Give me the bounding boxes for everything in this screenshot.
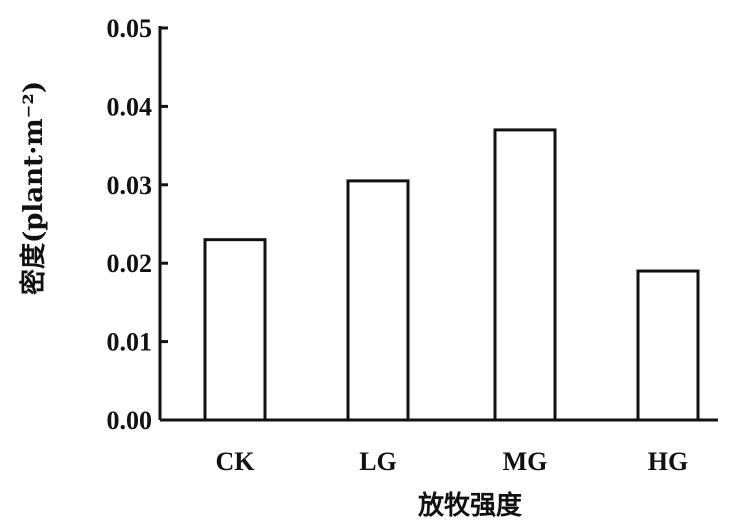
bar-lg [346, 179, 410, 422]
x-tick-label-lg: LG [359, 447, 397, 476]
bar-mg [493, 128, 557, 422]
y-tick-label-1: 0.01 [107, 328, 153, 357]
labels-layer: CK LG MG HG 0.00 0.01 0.02 0.03 0.04 0.05 [107, 14, 689, 476]
bar-ck [203, 238, 267, 422]
x-axis-title: 放牧强度 [417, 490, 522, 521]
x-tick-label-mg: MG [503, 447, 548, 476]
y-tick-label-0: 0.00 [107, 406, 153, 435]
y-tick-label-5: 0.05 [107, 14, 153, 43]
x-tick-label-hg: HG [648, 447, 688, 476]
y-axis-title: 密度(plant·m⁻²) [18, 81, 49, 295]
y-tick-label-2: 0.02 [107, 249, 153, 278]
y-tick-label-3: 0.03 [107, 171, 153, 200]
bars-layer [203, 128, 700, 422]
x-tick-label-ck: CK [216, 447, 256, 476]
axes-layer [158, 26, 718, 422]
bar-hg [636, 269, 700, 422]
y-tick-label-4: 0.04 [107, 92, 153, 121]
